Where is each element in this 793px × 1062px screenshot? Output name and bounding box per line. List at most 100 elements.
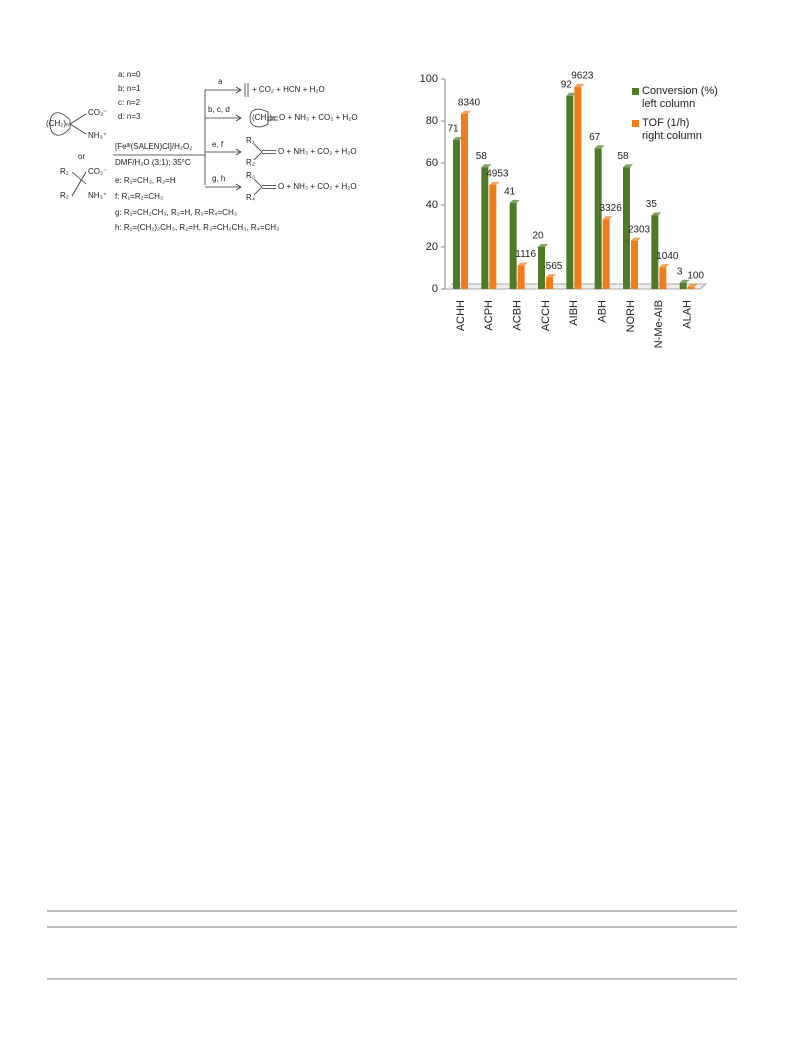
value-label: 1040 xyxy=(656,251,679,262)
value-label: 4953 xyxy=(486,169,509,180)
x-tick-label: ACPH xyxy=(483,300,495,331)
scheme-text: R₂ xyxy=(246,158,255,167)
scheme-text: + CO₂ + HCN + H₂O xyxy=(252,85,325,94)
scheme-text: b, c, d xyxy=(208,105,230,114)
value-label: 1116 xyxy=(515,249,536,260)
value-label: 41 xyxy=(504,187,516,198)
bar-top xyxy=(602,216,613,220)
scheme-text: f: R₁=R₂=CH₃ xyxy=(115,192,163,201)
scheme-text: O + NH₃ + CO₂ + H₂O xyxy=(278,182,357,191)
bar-top xyxy=(509,199,520,203)
bar xyxy=(679,282,687,289)
x-tick-label: ACHH xyxy=(455,300,467,331)
bar xyxy=(489,184,497,289)
bar-top xyxy=(453,136,463,140)
y-tick-label: 80 xyxy=(426,115,438,127)
value-label: 71 xyxy=(447,124,459,135)
scheme-text: CO₂⁻ xyxy=(88,167,107,176)
scheme-text: O + NH₃ + CO₂ + H₂O xyxy=(278,147,357,156)
bond xyxy=(71,171,87,185)
bond xyxy=(253,178,276,196)
page-rules xyxy=(47,910,737,980)
y-tick-label: 100 xyxy=(420,73,438,85)
bar-top xyxy=(594,145,605,149)
x-tick-label: ABH xyxy=(597,300,609,323)
value-label: 20 xyxy=(532,231,544,242)
scheme-text: d: n=3 xyxy=(118,112,141,121)
scheme-text: or xyxy=(78,152,85,161)
legend-note: right column xyxy=(642,130,702,142)
x-tick-label: ACCH xyxy=(540,300,552,331)
bar xyxy=(517,265,525,289)
ring xyxy=(249,108,269,128)
bar xyxy=(461,113,468,289)
scheme-text: NH₃⁺ xyxy=(88,131,107,140)
scheme-text: [Feᴵᴵᴵ(SALEN)Cl]/H₂O₂ xyxy=(115,142,192,151)
bar xyxy=(651,215,659,289)
scheme-text: R₁ xyxy=(246,136,255,145)
bar xyxy=(574,86,582,290)
bond xyxy=(69,123,87,135)
scheme-text: (CH₂)ₙ xyxy=(46,119,69,128)
scheme-text: CO₂⁻ xyxy=(88,108,107,117)
bar xyxy=(594,148,602,289)
bar xyxy=(453,139,460,289)
value-label: 2303 xyxy=(628,224,651,235)
scheme-text: R₂ xyxy=(60,191,69,200)
y-tick-label: 20 xyxy=(426,241,438,253)
bar-top xyxy=(651,212,662,216)
scheme-text: g: R₁=CH₂CH₃, R₂=H, R₃=R₄=CH₃ xyxy=(115,208,237,217)
value-label: 35 xyxy=(646,199,658,210)
legend-swatch xyxy=(632,88,639,95)
ring xyxy=(49,112,71,136)
legend-label: Conversion (%) xyxy=(642,85,718,97)
value-label: 565 xyxy=(546,261,563,272)
legend-swatch xyxy=(632,120,639,127)
bar xyxy=(602,219,610,289)
bar xyxy=(546,277,553,289)
bar-top xyxy=(481,164,492,168)
scheme-text: b: n=1 xyxy=(118,84,141,93)
scheme-text: a: n=0 xyxy=(118,70,141,79)
scheme-text: O + NH₃ + CO₂ + H₂O xyxy=(279,113,358,122)
bar-top xyxy=(546,274,556,278)
bar-top xyxy=(631,237,641,241)
value-label: 3 xyxy=(677,266,683,277)
scheme-text: NH₃⁺ xyxy=(88,191,107,200)
y-tick-label: 60 xyxy=(426,157,438,169)
bar xyxy=(659,267,667,289)
scheme-text: h: R₁=(CH₂)₂CH₃, R₂=H, R₃=CH₂CH₃, R₄=CH₃ xyxy=(115,223,279,232)
reaction-scheme: a: n=0 b: n=1 c: n=2 d: n=3 (CH₂)ₙ CO₂⁻ NH₃⁺ or… xyxy=(46,70,358,232)
y-tick-label: 40 xyxy=(426,199,438,211)
value-label: 3326 xyxy=(600,203,623,214)
bar xyxy=(538,247,545,289)
scheme-text: (CH₂)ₙ xyxy=(252,113,275,122)
scheme-text: g, h xyxy=(212,174,225,183)
bar-top xyxy=(623,164,633,168)
bar-top xyxy=(538,244,548,247)
legend-label: TOF (1/h) xyxy=(642,117,689,129)
value-label: 58 xyxy=(476,151,488,162)
bar xyxy=(687,286,695,289)
scheme-text: e, f xyxy=(212,140,224,149)
scheme-text: c: n=2 xyxy=(118,98,141,107)
scheme-text: DMF/H₂O (3:1); 35°C xyxy=(115,158,191,167)
x-tick-label: ALAH xyxy=(682,300,694,329)
value-label: 58 xyxy=(617,151,629,162)
bar-top xyxy=(659,264,670,268)
x-tick-label: AIBH xyxy=(568,300,580,326)
value-label: 9623 xyxy=(571,71,594,82)
value-label: 92 xyxy=(561,79,573,90)
bar-top xyxy=(461,110,471,114)
scheme-text: R₁ xyxy=(60,167,69,176)
bar-top xyxy=(517,262,528,266)
bar-top xyxy=(679,279,690,283)
x-tick-label: NORH xyxy=(625,300,637,332)
legend-note: left column xyxy=(642,98,695,110)
value-label: 8340 xyxy=(458,98,481,109)
bar xyxy=(623,167,630,289)
bar xyxy=(566,95,574,289)
x-tick-label: N-Me-AIB xyxy=(653,300,665,348)
scheme-text: a xyxy=(218,77,223,86)
